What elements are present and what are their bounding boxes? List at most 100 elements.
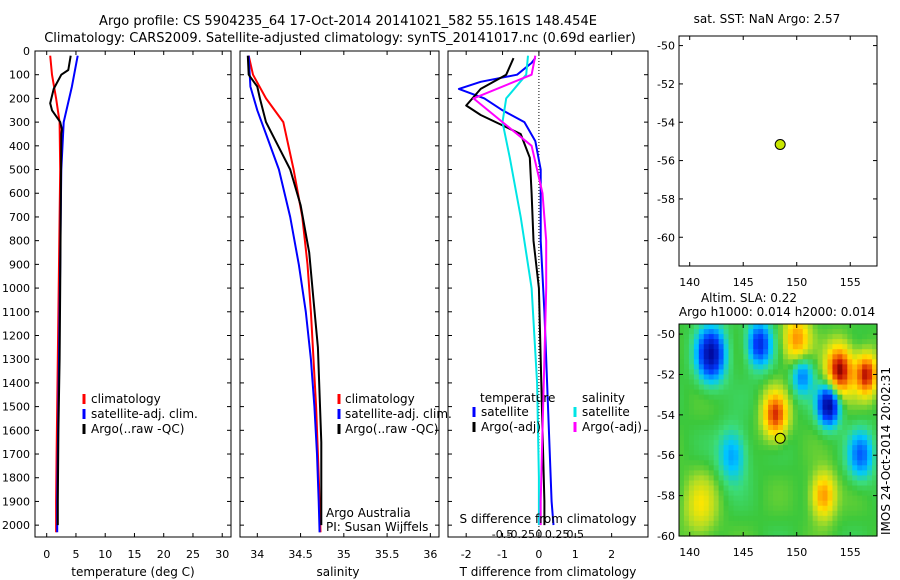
heatmap-cell — [723, 500, 730, 507]
heatmap-cell — [852, 470, 858, 477]
heatmap-cell — [758, 430, 764, 436]
heatmap-cell — [812, 500, 819, 507]
heatmap-cell — [679, 485, 685, 492]
heatmap-cell — [708, 379, 715, 386]
heatmap-cell — [802, 424, 809, 431]
heatmap-cell — [753, 515, 759, 522]
heatmap-cell — [679, 419, 685, 426]
heatmap-cell — [763, 374, 769, 381]
float-position-marker — [774, 139, 786, 151]
heatmap-cell — [738, 399, 744, 406]
heatmap-cell — [708, 525, 715, 532]
heatmap-cell — [713, 525, 720, 532]
depth-tick-label: 1100 — [2, 306, 30, 319]
heatmap-cell — [837, 329, 843, 335]
heatmap-cell — [733, 409, 739, 416]
heatmap-cell — [782, 490, 789, 497]
heatmap-cell — [748, 354, 754, 360]
heatmap-cell — [778, 404, 784, 411]
heatmap-cell — [728, 465, 735, 471]
heatmap-cell — [683, 440, 690, 446]
heatmap-cell — [713, 530, 720, 537]
heatmap-cell — [743, 369, 749, 376]
heatmap-cell — [832, 460, 838, 466]
heatmap-cell — [827, 394, 834, 401]
heatmap-cell — [792, 364, 799, 371]
heatmap-cell — [812, 324, 819, 330]
heatmap-cell — [728, 404, 735, 411]
heatmap-cell — [812, 505, 819, 512]
heatmap-cell — [872, 384, 878, 391]
series-line-satellite — [457, 57, 555, 526]
heatmap-cell — [787, 515, 794, 522]
heatmap-cell — [773, 364, 779, 371]
heatmap-cell — [867, 485, 873, 492]
heatmap-cell — [778, 409, 784, 416]
lon-tick-label: 145 — [733, 276, 754, 289]
heatmap-cell — [713, 359, 720, 365]
heatmap-cell — [698, 435, 705, 441]
heatmap-cell — [708, 374, 715, 381]
heatmap-cell — [683, 430, 690, 436]
heatmap-cell — [703, 384, 710, 391]
heatmap-cell — [862, 419, 868, 426]
heatmap-cell — [787, 324, 794, 330]
heatmap-cell — [802, 374, 809, 381]
heatmap-cell — [743, 424, 749, 431]
heatmap-cell — [713, 475, 720, 482]
heatmap-cell — [802, 384, 809, 391]
heatmap-cell — [797, 424, 804, 431]
heatmap-cell — [723, 359, 730, 365]
heatmap-cell — [832, 354, 838, 360]
heatmap-cell — [763, 329, 769, 335]
heatmap-cell — [817, 530, 824, 537]
heatmap-cell — [688, 515, 695, 522]
heatmap-cell — [837, 490, 843, 497]
heatmap-cell — [703, 389, 710, 396]
heatmap-cell — [852, 419, 858, 426]
heatmap-cell — [733, 339, 739, 345]
heatmap-cell — [862, 525, 868, 532]
sla-map-panel: Altim. SLA: 0.22 Argo h1000: 0.014 h2000… — [657, 291, 893, 559]
heatmap-cell — [837, 495, 843, 502]
heatmap-cell — [758, 414, 764, 421]
heatmap-cell — [723, 435, 730, 441]
heatmap-cell — [733, 510, 739, 517]
heatmap-cell — [872, 525, 878, 532]
salinity-xlabel: salinity — [316, 565, 359, 579]
heatmap-cell — [822, 480, 829, 487]
heatmap-cell — [872, 455, 878, 461]
heatmap-cell — [708, 455, 715, 461]
heatmap-cell — [852, 450, 858, 456]
heatmap-cell — [822, 409, 829, 416]
heatmap-cell — [872, 470, 878, 477]
heatmap-cell — [763, 440, 769, 446]
heatmap-cell — [703, 379, 710, 386]
heatmap-cell — [842, 525, 848, 532]
heatmap-cell — [807, 495, 814, 502]
heatmap-cell — [778, 424, 784, 431]
heatmap-cell — [708, 485, 715, 492]
heatmap-cell — [787, 520, 794, 527]
heatmap-cell — [802, 470, 809, 477]
heatmap-cell — [763, 344, 769, 350]
heatmap-cell — [708, 445, 715, 451]
heatmap-cell — [852, 399, 858, 406]
heatmap-cell — [713, 435, 720, 441]
heatmap-cell — [857, 424, 863, 431]
heatmap-cell — [693, 349, 700, 355]
heatmap-cell — [723, 414, 730, 421]
difference-yticks — [448, 50, 648, 526]
heatmap-cell — [743, 530, 749, 537]
heatmap-cell — [733, 384, 739, 391]
heatmap-cell — [708, 490, 715, 497]
heatmap-cell — [768, 329, 774, 335]
heatmap-cell — [688, 445, 695, 451]
heatmap-cell — [723, 344, 730, 350]
heatmap-cell — [812, 470, 819, 477]
heatmap-cell — [837, 389, 843, 396]
heatmap-cell — [768, 359, 774, 365]
heatmap-cell — [703, 460, 710, 466]
heatmap-cell — [753, 495, 759, 502]
heatmap-cell — [768, 354, 774, 360]
